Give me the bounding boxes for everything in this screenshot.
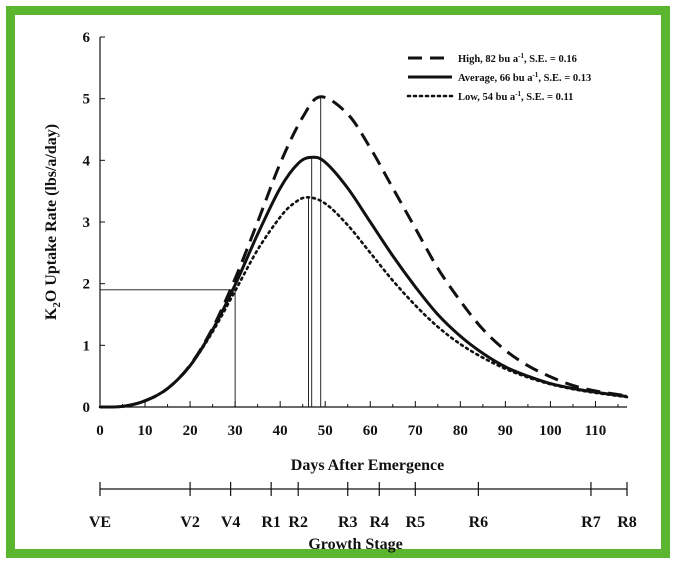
x-tick-label: 20	[183, 423, 198, 439]
x-tick-label: 10	[138, 423, 153, 439]
x-tick-label: 60	[363, 423, 378, 439]
x-tick-label: 30	[228, 423, 243, 439]
growth-stage-axis: VE V2 V4 R1 R2 R3 R4 R5 R6 R7 R8 Growth Stage	[89, 482, 637, 553]
series-lines	[98, 95, 629, 409]
stage-label-r2: R2	[288, 514, 308, 531]
series-line-dashed	[99, 95, 628, 409]
stage-axis-title: Growth Stage	[308, 536, 402, 553]
stage-label-v2: V2	[180, 514, 200, 531]
y-tick-label: 4	[83, 153, 91, 169]
x-tick-label: 100	[539, 423, 562, 439]
stage-label-r1: R1	[261, 514, 281, 531]
y-tick-label: 1	[83, 338, 91, 354]
stage-label-v4: V4	[221, 514, 241, 531]
legend-entry-dotted: Low, 54 bu a-1, S.E. = 0.11	[458, 90, 573, 103]
y-tick-label: 0	[83, 400, 91, 416]
stage-label-r3: R3	[338, 514, 358, 531]
x-tick-label: 70	[408, 423, 423, 439]
stage-label-r8: R8	[617, 514, 637, 531]
series-line-solid	[99, 155, 628, 409]
legend: High, 82 bu a-1, S.E. = 0.16 Average, 66 …	[406, 52, 591, 103]
y-tick-label: 3	[83, 215, 91, 231]
x-tick-label: 90	[498, 423, 513, 439]
stage-label-r6: R6	[469, 514, 489, 531]
x-tick-label: 0	[96, 423, 104, 439]
chart-frame	[6, 6, 670, 558]
stage-label-r4: R4	[369, 514, 389, 531]
x-tick-label: 40	[273, 423, 288, 439]
stage-label-r7: R7	[581, 514, 601, 531]
series-line-dotted	[98, 195, 629, 409]
legend-entry-dashed: High, 82 bu a-1, S.E. = 0.16	[458, 52, 577, 65]
x-tick-label: 50	[318, 423, 333, 439]
x-tick-label: 80	[453, 423, 468, 439]
y-tick-label: 2	[83, 277, 91, 293]
reference-lines	[100, 96, 322, 407]
x-tick-label: 110	[585, 423, 607, 439]
x-axis-title: Days After Emergence	[291, 457, 444, 474]
stage-label-r5: R5	[406, 514, 426, 531]
y-axis-title: K2O Uptake Rate (lbs/a/day)	[43, 124, 63, 320]
stage-label-ve: VE	[89, 514, 111, 531]
legend-entry-solid: Average, 66 bu a-1, S.E. = 0.13	[458, 71, 591, 84]
y-tick-label: 5	[83, 92, 91, 108]
y-tick-label: 6	[83, 30, 91, 46]
